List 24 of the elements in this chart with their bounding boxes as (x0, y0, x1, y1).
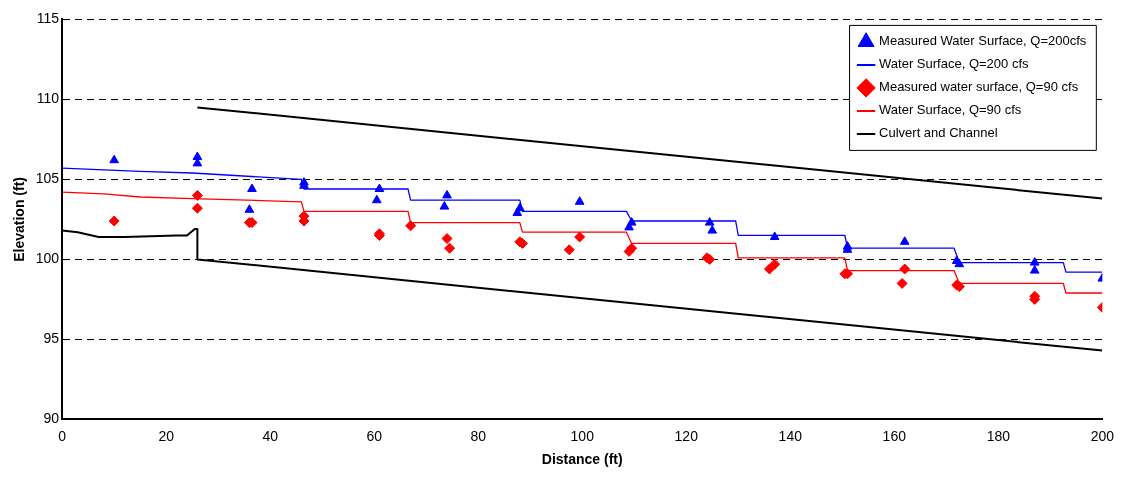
x-tick-label: 200 (1090, 427, 1115, 444)
x-tick-label: 120 (674, 427, 699, 444)
y-tick-label: 105 (35, 170, 60, 187)
x-tick-label: 0 (58, 427, 67, 444)
y-tick-label: 110 (36, 90, 60, 107)
x-tick-label: 60 (366, 427, 383, 444)
x-axis-title: Distance (ft) (541, 451, 623, 468)
y-axis-title: Elevation (ft) (11, 177, 28, 262)
legend-label: Measured Water Surface, Q=200cfs (879, 33, 1087, 49)
x-tick-label: 100 (570, 427, 595, 444)
x-tick-label: 140 (778, 427, 803, 444)
legend-label: Culvert and Channel (879, 125, 998, 141)
x-tick-label: 20 (158, 427, 175, 444)
y-tick-label: 115 (36, 10, 60, 27)
legend-label: Measured water surface, Q=90 cfs (879, 79, 1079, 95)
x-tick-label: 40 (262, 427, 279, 444)
y-tick-label: 95 (43, 330, 60, 347)
x-tick-label: 160 (882, 427, 907, 444)
x-tick-label: 180 (986, 427, 1011, 444)
legend-label: Water Surface, Q=90 cfs (879, 102, 1022, 118)
legend-label: Water Surface, Q=200 cfs (879, 56, 1030, 72)
x-tick-label: 80 (470, 427, 487, 444)
y-tick-label: 90 (43, 410, 60, 427)
y-tick-label: 100 (35, 250, 60, 267)
